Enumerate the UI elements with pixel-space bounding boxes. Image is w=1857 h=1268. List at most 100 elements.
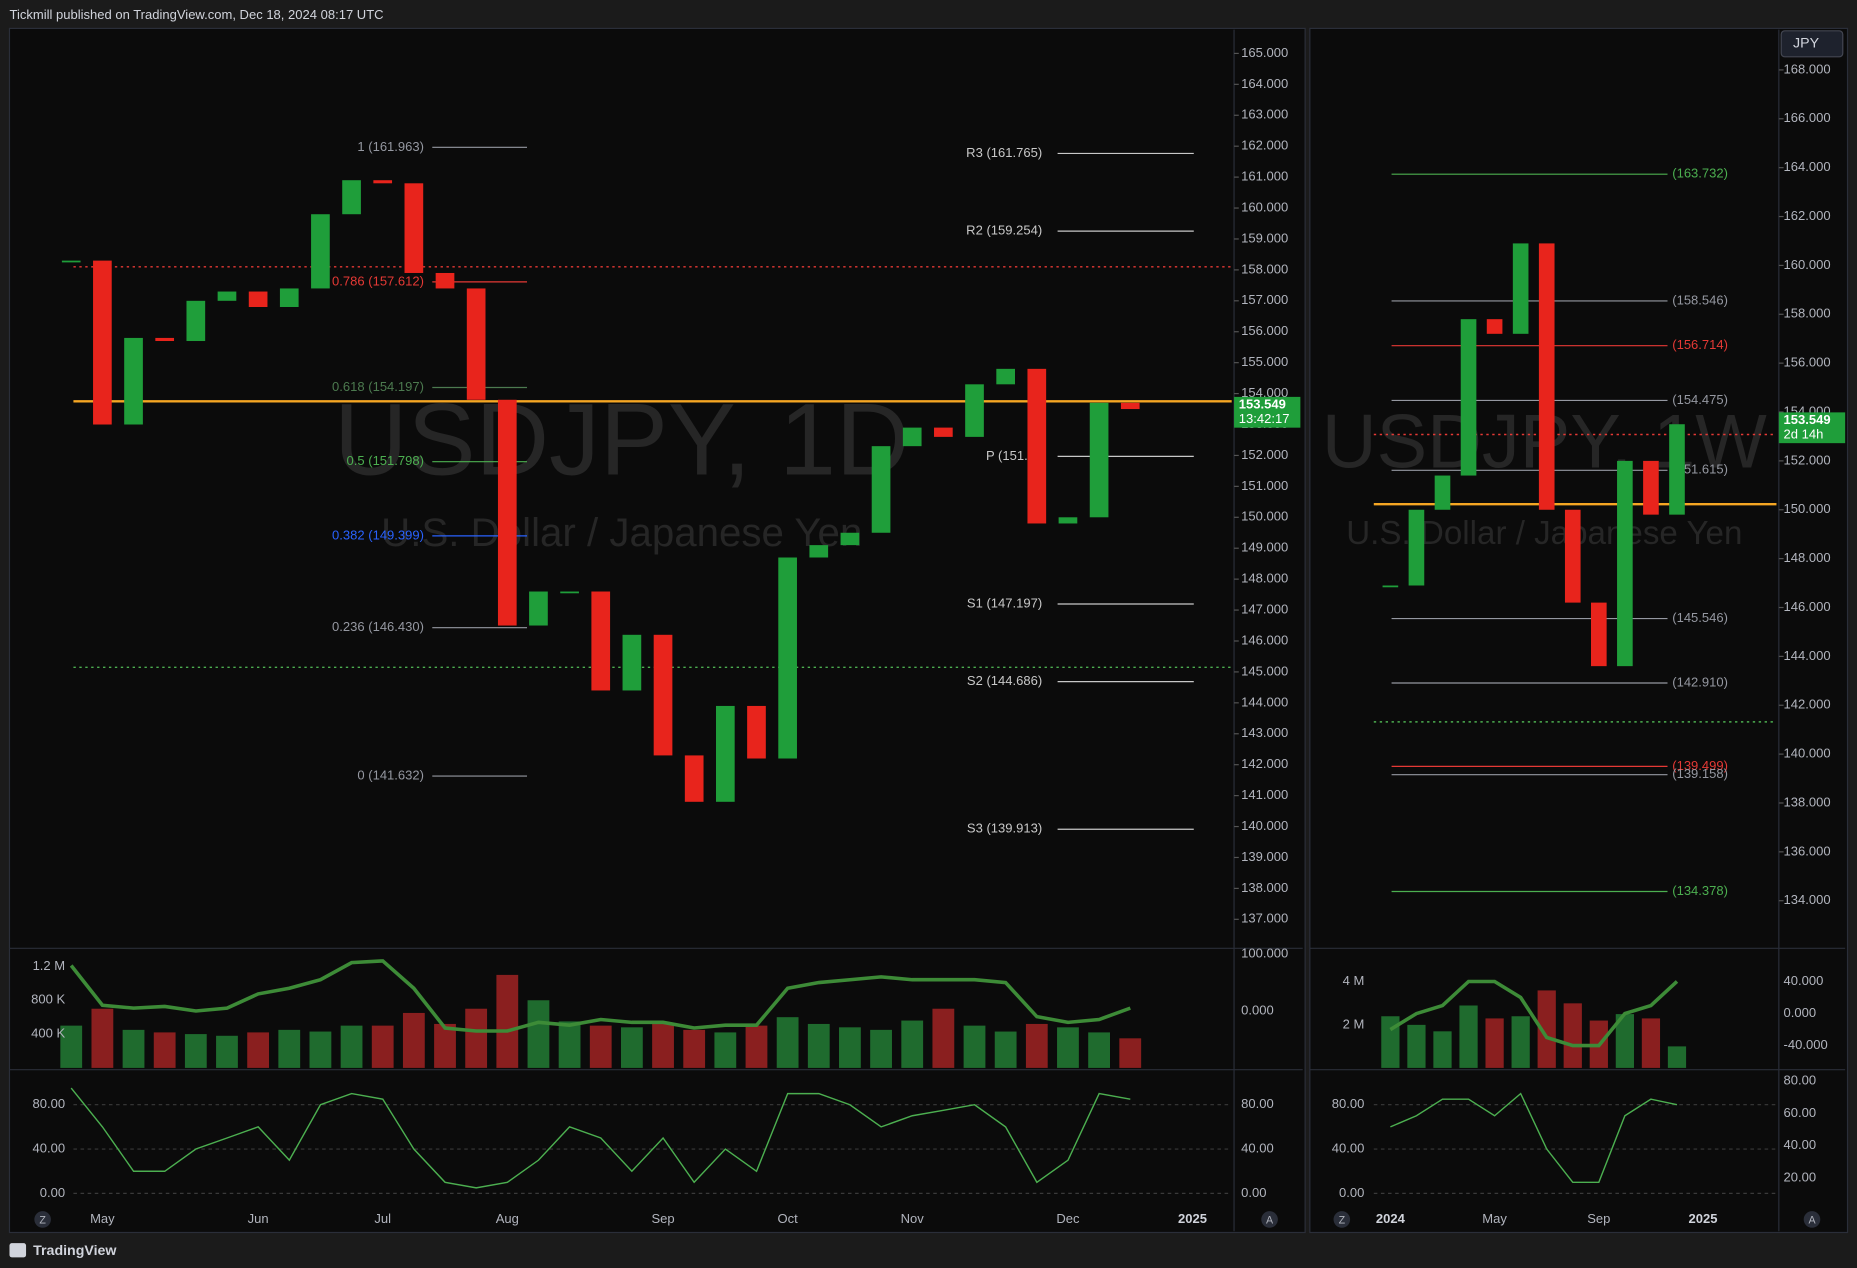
y-tick-label: 168.000 [1784,61,1831,76]
candle [778,557,797,759]
x-tick-label: 2025 [1178,1211,1207,1226]
y-tick-label: 150.000 [1241,509,1288,524]
volume-bar [1407,1024,1426,1068]
level-label: (158.546) [1672,292,1728,307]
y-tick-label: 140.000 [1784,746,1831,761]
volume-bar [1667,1046,1687,1068]
level-label: (163.732) [1672,166,1728,181]
candle [809,545,829,558]
candle [61,260,81,263]
candle [93,260,112,425]
y-tick-label: 160.000 [1241,199,1288,214]
candle [1089,402,1109,518]
candle [497,399,517,626]
y-tick-label: 158.000 [1784,306,1831,321]
last-price-tag [1234,396,1301,428]
x-tick-label: Aug [496,1211,519,1226]
x-tick-label: Nov [901,1211,925,1226]
y-tick-label: 147.000 [1241,602,1288,617]
level-label: 1 (161.963) [357,139,424,154]
candle [1669,424,1685,515]
level-label: 0.618 (154.197) [332,379,424,394]
candle [934,427,953,437]
volume-tick-label: 400 K [31,1026,65,1041]
volume-bar [216,1035,238,1068]
candle [1434,475,1451,510]
publisher: Tickmill published on TradingView.com, D… [9,7,383,22]
candle [435,272,455,289]
countdown-label: 2d 14h [1784,426,1824,441]
level-label: (139.499) [1672,758,1728,773]
y-tick-label: 148.000 [1241,571,1288,586]
volume-tick-label: 800 K [31,992,65,1007]
last-price-label: 153.549 [1784,412,1831,427]
level-label: 0.382 (149.399) [332,527,424,542]
y-tick-label: 138.000 [1784,794,1831,809]
candle [1538,243,1555,510]
y-tick-label: 149.000 [1241,540,1288,555]
scale-button[interactable] [1261,1211,1278,1228]
candle [466,288,486,400]
volume-bar [652,1023,674,1068]
y-tick-label: 161.000 [1241,169,1288,184]
stochastic-line [1390,1092,1678,1183]
scale-button[interactable] [1333,1211,1351,1228]
scale-button-label: Z [1339,1214,1346,1226]
y-tick-label: 165.000 [1241,45,1288,60]
candle [902,427,922,447]
y-tick-label: 160.000 [1784,257,1831,272]
stochastic-line [70,1087,1131,1189]
volume-bar [371,1025,394,1068]
volume-bar [558,1021,581,1068]
x-tick-label: Jun [248,1211,269,1226]
y-tick-label: 157.000 [1241,292,1288,307]
y-tick-label: 152.000 [1241,447,1288,462]
volume-bar [870,1029,892,1068]
y-tick-label: 150.000 [1784,501,1831,516]
oscillator-y2-tick-label: 40.00 [1784,1137,1817,1152]
y-tick-label: 159.000 [1241,230,1288,245]
volume-bar [247,1032,270,1068]
x-tick-label: Jul [374,1211,391,1226]
volume-osc-tick-label: 0.000 [1241,1002,1274,1017]
x-tick-label: May [90,1211,115,1226]
candle [342,180,361,215]
level-label: 0 (141.632) [357,768,424,783]
volume-bar [122,1029,145,1068]
candle [747,705,766,759]
candle [684,755,704,802]
candle [529,591,548,626]
volume-bar [184,1034,207,1068]
y-tick-label: 158.000 [1241,261,1288,276]
scale-button[interactable] [34,1211,51,1228]
volume-bar [465,1008,488,1068]
y-tick-label: 134.000 [1784,892,1831,907]
oscillator-y2-tick-label: 60.00 [1784,1105,1817,1120]
x-tick-label: 2024 [1376,1211,1406,1226]
y-tick-label: 154.000 [1241,385,1288,400]
volume-bar [60,1025,83,1068]
x-tick-label: Dec [1056,1211,1080,1226]
candle [622,634,642,691]
candle [124,337,143,425]
candle [1617,460,1633,667]
level-label: (145.546) [1672,610,1728,625]
currency-button[interactable] [1780,30,1844,58]
level-label: (151.615) [1672,462,1728,477]
level-label: S2 (144.686) [967,673,1042,688]
scale-button[interactable] [1803,1211,1821,1228]
volume-bar [1025,1023,1048,1068]
x-tick-label: Oct [777,1211,798,1226]
volume-bar [1537,990,1556,1068]
volume-bar [1563,1003,1582,1068]
candle [653,634,673,756]
oscillator-y2-tick-label: 80.00 [1241,1096,1274,1111]
volume-bar [839,1027,861,1068]
x-tick-label: May [1482,1211,1507,1226]
volume-bar [434,1023,456,1068]
candle [1591,602,1607,667]
volume-bar [309,1031,332,1068]
candle [155,337,175,342]
y-tick-label: 151.000 [1241,478,1288,493]
